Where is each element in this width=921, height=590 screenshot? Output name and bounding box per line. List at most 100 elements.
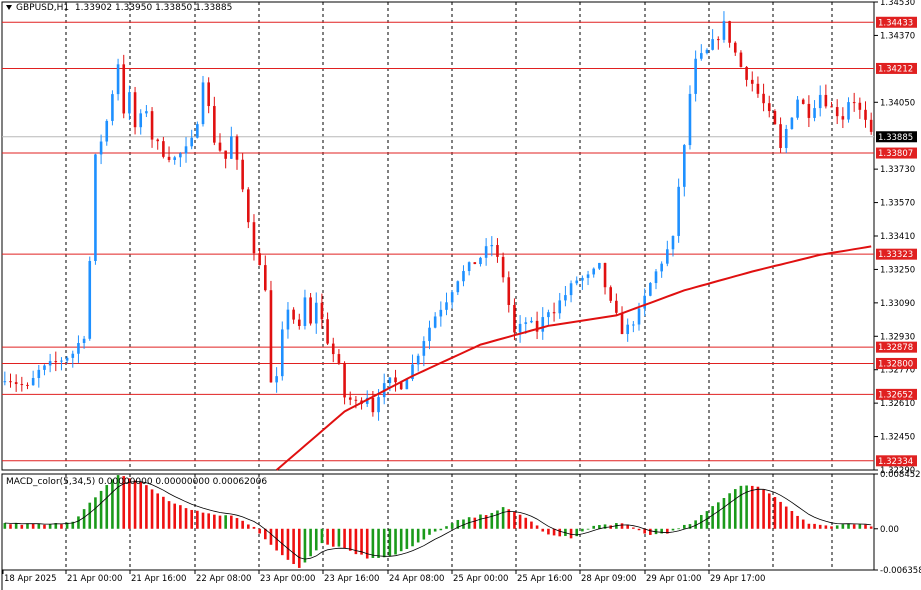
macd-bar: [354, 528, 358, 555]
candle-body: [82, 338, 86, 343]
candle-body: [162, 141, 165, 157]
candle-body: [428, 327, 431, 342]
price-tick-label: 1.32770: [880, 366, 915, 376]
macd-bar: [20, 524, 24, 529]
macd-bar: [507, 509, 511, 529]
moving-average-line: [275, 245, 872, 471]
candle-body: [869, 119, 873, 132]
macd-bar: [847, 523, 850, 529]
candle-body: [94, 154, 97, 261]
candle-body: [394, 377, 397, 383]
macd-bar: [263, 528, 267, 540]
candle-body: [801, 99, 805, 104]
macd-bar: [796, 515, 799, 529]
candle-body: [564, 295, 567, 301]
price-tick-label: 1.33410: [880, 232, 915, 242]
level-label: 1.32652: [878, 390, 913, 400]
macd-bar: [405, 528, 409, 549]
macd-bar: [411, 528, 414, 547]
macd-bar: [513, 511, 516, 529]
candle-body: [365, 397, 369, 404]
candle-body: [258, 253, 261, 266]
candle-body: [479, 257, 482, 265]
macd-bar: [428, 528, 431, 535]
candle-body: [422, 341, 426, 356]
macd-bar: [48, 524, 52, 529]
macd-bar: [26, 523, 29, 529]
macd-bar: [207, 513, 210, 529]
candle-body: [592, 268, 596, 275]
candle-body: [518, 323, 522, 333]
macd-bar: [818, 524, 822, 529]
candle-body: [88, 260, 92, 339]
macd-bar: [733, 489, 737, 529]
macd-bar: [858, 524, 862, 529]
time-label: 21 Apr 00:00: [67, 574, 122, 584]
macd-bar: [767, 493, 771, 529]
macd-bar: [399, 528, 403, 552]
candle-body: [337, 354, 341, 363]
macd-tick-label: -0.006358: [880, 566, 921, 576]
candle-body: [252, 222, 256, 254]
macd-label: MACD_color(5,34,5) 0.00000000 0.00000000…: [6, 477, 268, 487]
macd-bar: [643, 528, 646, 534]
time-label: 24 Apr 08:00: [389, 574, 444, 584]
macd-bar: [320, 528, 324, 544]
candle-body: [354, 399, 358, 401]
candle-body: [275, 376, 278, 383]
level-tag: [876, 248, 917, 260]
candle-body: [864, 109, 867, 120]
candle-body: [784, 128, 788, 148]
candle-body: [626, 324, 629, 335]
candle-body: [190, 137, 193, 147]
candle-body: [728, 21, 731, 43]
macd-bar: [252, 526, 256, 529]
candle-body: [473, 262, 477, 265]
price-tick-label: 1.33570: [880, 199, 915, 209]
candle-body: [167, 156, 171, 160]
candle-body: [569, 283, 573, 296]
candle-body: [207, 82, 210, 107]
macd-bar: [739, 485, 743, 529]
macd-bar: [581, 528, 584, 532]
candle-body: [683, 145, 686, 187]
macd-bar: [496, 510, 499, 529]
macd-bar: [603, 524, 607, 529]
dropdown-triangle-icon[interactable]: [6, 5, 12, 10]
candle-body: [20, 384, 24, 386]
macd-bar: [218, 515, 222, 529]
candle-body: [598, 262, 601, 269]
candle-body: [247, 189, 250, 223]
chart-header: GBPUSD,H1 1.33902 1.33950 1.33850 1.3388…: [6, 3, 232, 13]
candle-body: [733, 42, 737, 53]
candle-body: [705, 49, 709, 54]
macd-bar: [133, 480, 137, 529]
level-tag: [876, 341, 917, 353]
candle-body: [26, 384, 29, 386]
candle-body: [818, 94, 822, 109]
macd-bar: [303, 528, 307, 563]
time-label: 23 Apr 00:00: [260, 574, 315, 584]
candle-body: [388, 377, 392, 384]
candle-body: [773, 111, 777, 125]
level-tag: [876, 16, 917, 28]
level-label: 1.32334: [878, 457, 913, 467]
candle-body: [241, 159, 244, 190]
time-label: 25 Apr 00:00: [453, 574, 508, 584]
candle-body: [269, 290, 273, 383]
candle-body: [462, 271, 465, 282]
time-label: 25 Apr 16:00: [517, 574, 572, 584]
time-label: 28 Apr 09:00: [581, 574, 636, 584]
candle-body: [77, 342, 80, 354]
candle-body: [213, 106, 216, 143]
macd-bar: [422, 528, 426, 540]
macd-bar: [473, 517, 477, 529]
macd-bar: [750, 485, 754, 529]
macd-bar: [173, 503, 177, 529]
candle-body: [666, 249, 669, 264]
macd-bar: [139, 482, 143, 529]
macd-bar: [337, 528, 341, 547]
level-label: 1.33807: [878, 149, 913, 159]
level-label: 1.34433: [878, 18, 913, 28]
